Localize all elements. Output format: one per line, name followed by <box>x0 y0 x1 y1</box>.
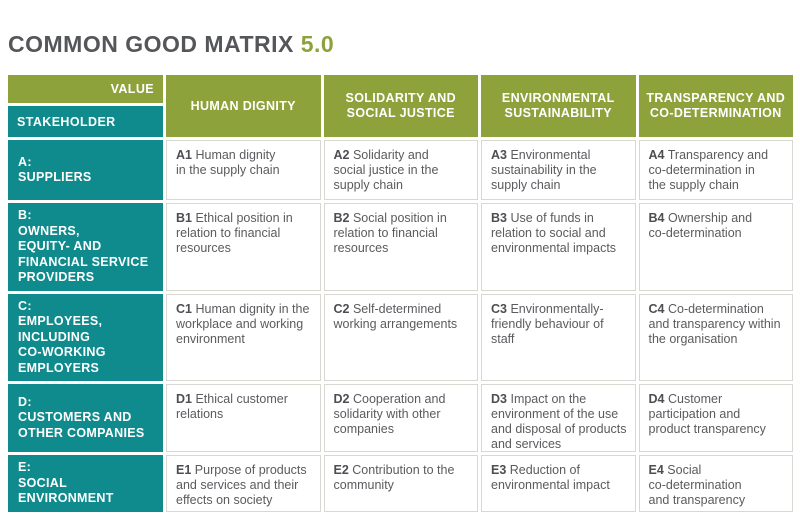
cell-text: Environmentally- friendly behaviour of s… <box>491 302 604 346</box>
page-title-text: COMMON GOOD MATRIX <box>8 31 294 57</box>
cell-text: Cooperation and solidarity with other co… <box>333 392 446 436</box>
cell-code: C2 <box>333 302 350 316</box>
cell-code: C3 <box>491 302 507 316</box>
matrix-cell-b2: B2 Social position in relation to financ… <box>323 203 478 291</box>
matrix-cell-c4: C4 Co-determination and transparency wit… <box>638 294 793 381</box>
matrix-cell-d2: D2 Cooperation and solidarity with other… <box>323 384 478 452</box>
cell-text: Reduction of environmental impact <box>491 463 610 492</box>
stakeholder-cell-b-owners-financial: B: OWNERS, EQUITY- AND FINANCIAL SERVICE… <box>8 203 163 291</box>
stakeholder-cell-a-suppliers: A: SUPPLIERS <box>8 140 163 200</box>
cell-code: A3 <box>491 148 507 162</box>
cell-text: Self-determined working arrangements <box>333 302 458 331</box>
stakeholder-cell-e-social-environment: E: SOCIAL ENVIRONMENT <box>8 455 163 512</box>
cell-text: Human dignity in the workplace and worki… <box>176 302 310 346</box>
cell-text: Impact on the environment of the use and… <box>491 392 627 451</box>
matrix-cell-a4: A4 Transparency and co-determination in … <box>638 140 793 200</box>
corner-stakeholder-label: STAKEHOLDER <box>8 106 163 137</box>
cell-text: Ownership and co-determination <box>648 211 753 240</box>
cell-code: E1 <box>176 463 192 477</box>
matrix-cell-d3: D3 Impact on the environment of the use … <box>481 384 636 452</box>
matrix-cell-d1: D1 Ethical customer relations <box>166 384 321 452</box>
cell-code: D4 <box>648 392 665 406</box>
matrix-cell-b4: B4 Ownership and co-determination <box>638 203 793 291</box>
cell-text: Co-determination and transparency within… <box>648 302 781 346</box>
matrix-cell-b3: B3 Use of funds in relation to social an… <box>481 203 636 291</box>
page-title: COMMON GOOD MATRIX 5.0 <box>8 30 334 58</box>
matrix-cell-a1: A1 Human dignity in the supply chain <box>166 140 321 200</box>
corner-cell: VALUE STAKEHOLDER <box>8 75 163 137</box>
cell-text: Social position in relation to financial… <box>333 211 447 255</box>
cell-text: Transparency and co-determination in the… <box>648 148 769 192</box>
matrix-cell-d4: D4 Customer participation and product tr… <box>638 384 793 452</box>
matrix-cell-e4: E4 Social co-determination and transpare… <box>638 455 793 512</box>
matrix-cell-a2: A2 Solidarity and social justice in the … <box>323 140 478 200</box>
matrix-cell-b1: B1 Ethical position in relation to finan… <box>166 203 321 291</box>
corner-value-label: VALUE <box>8 75 163 103</box>
cell-code: E2 <box>333 463 349 477</box>
cell-text: Ethical position in relation to financia… <box>176 211 293 255</box>
cell-code: D1 <box>176 392 192 406</box>
matrix-cell-c1: C1 Human dignity in the workplace and wo… <box>166 294 321 381</box>
cell-text: Environmental sustainability in the supp… <box>491 148 597 192</box>
matrix-cell-e2: E2 Contribution to the community <box>323 455 478 512</box>
cell-code: D3 <box>491 392 507 406</box>
stakeholder-cell-c-employees: C: EMPLOYEES, INCLUDING CO-WORKING EMPLO… <box>8 294 163 381</box>
matrix-cell-c3: C3 Environmentally- friendly behaviour o… <box>481 294 636 381</box>
matrix-cell-a3: A3 Environmental sustainability in the s… <box>481 140 636 200</box>
column-header-transparency-co-determination: TRANSPARENCY AND CO-DETERMINATION <box>638 75 793 137</box>
matrix-cell-e1: E1 Purpose of products and services and … <box>166 455 321 512</box>
cell-code: B1 <box>176 211 192 225</box>
cell-code: A4 <box>648 148 665 162</box>
cell-text: Use of funds in relation to social and e… <box>491 211 617 255</box>
cell-text: Ethical customer relations <box>176 392 288 421</box>
cell-text: Social co-determination and transparency <box>648 463 746 507</box>
cell-code: C4 <box>648 302 665 316</box>
stakeholder-cell-d-customers: D: CUSTOMERS AND OTHER COMPANIES <box>8 384 163 452</box>
cell-code: A2 <box>333 148 350 162</box>
cell-text: Purpose of products and services and the… <box>176 463 307 507</box>
cell-code: C1 <box>176 302 192 316</box>
cell-code: A1 <box>176 148 192 162</box>
cell-code: E3 <box>491 463 507 477</box>
matrix-cell-e3: E3 Reduction of environmental impact <box>481 455 636 512</box>
column-header-human-dignity: HUMAN DIGNITY <box>166 75 321 137</box>
column-header-environmental-sustainability: ENVIRONMENTAL SUSTAINABILITY <box>481 75 636 137</box>
cell-code: B4 <box>648 211 665 225</box>
cell-text: Solidarity and social justice in the sup… <box>333 148 439 192</box>
cell-code: B2 <box>333 211 350 225</box>
column-header-solidarity-social-justice: SOLIDARITY AND SOCIAL JUSTICE <box>323 75 478 137</box>
cell-text: Human dignity in the supply chain <box>176 148 280 177</box>
cell-code: D2 <box>333 392 350 406</box>
matrix-cell-c2: C2 Self-determined working arrangements <box>323 294 478 381</box>
cell-code: E4 <box>648 463 664 477</box>
page-title-version: 5.0 <box>300 31 335 57</box>
cell-code: B3 <box>491 211 507 225</box>
cell-text: Contribution to the community <box>333 463 455 492</box>
cell-text: Customer participation and product trans… <box>648 392 766 436</box>
common-good-matrix-table: VALUE STAKEHOLDER HUMAN DIGNITY SOLIDARI… <box>8 75 793 512</box>
